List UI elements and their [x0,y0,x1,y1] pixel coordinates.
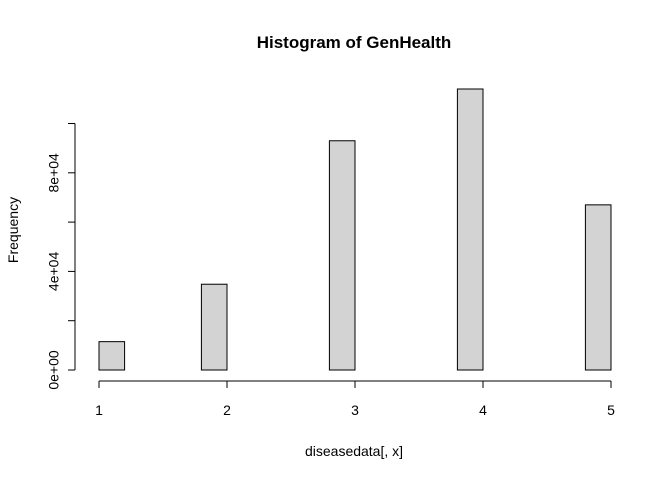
x-tick-label: 1 [95,402,103,418]
y-axis-label: Frequency [5,197,21,263]
y-tick-label: 8e+04 [46,153,62,193]
x-axis-label: diseasedata[, x] [305,443,403,459]
histogram-bar [200,283,228,371]
histogram-bar [98,341,126,371]
y-tick-label: 0e+00 [46,350,62,390]
y-axis: 0e+00 4e+04 8e+04 [46,123,76,390]
y-tick-label: 4e+04 [46,252,62,292]
chart-title: Histogram of GenHealth [257,33,452,52]
x-tick-label: 5 [607,402,615,418]
x-axis: 1 2 3 4 5 [95,380,615,418]
histogram-bar [456,88,484,371]
x-tick-label: 4 [479,402,487,418]
bars-group [98,88,612,371]
x-tick-label: 3 [351,402,359,418]
histogram-bar [328,140,356,371]
x-tick-label: 2 [223,402,231,418]
histogram-bar [584,204,612,371]
